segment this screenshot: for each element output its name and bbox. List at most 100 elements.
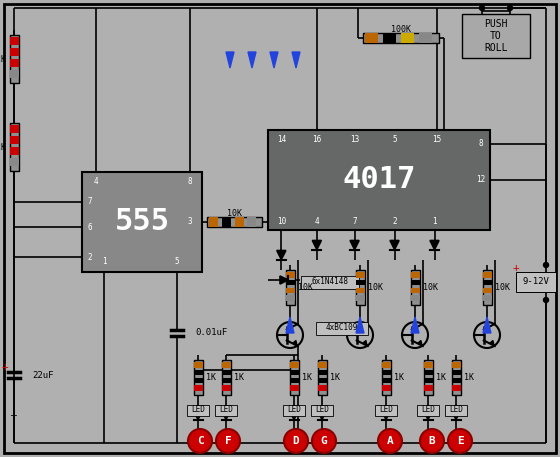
FancyBboxPatch shape <box>290 362 298 367</box>
Polygon shape <box>381 410 390 420</box>
Text: A: A <box>386 436 393 446</box>
FancyBboxPatch shape <box>235 217 244 227</box>
FancyBboxPatch shape <box>423 370 432 375</box>
FancyBboxPatch shape <box>268 130 490 230</box>
Text: 10K: 10K <box>298 283 313 292</box>
Text: E: E <box>456 436 463 446</box>
Text: LED: LED <box>315 405 329 414</box>
Text: 8: 8 <box>479 139 483 149</box>
Polygon shape <box>280 276 288 284</box>
Text: LED: LED <box>191 405 205 414</box>
Polygon shape <box>226 52 234 68</box>
FancyBboxPatch shape <box>10 35 18 83</box>
FancyBboxPatch shape <box>417 404 439 415</box>
FancyBboxPatch shape <box>286 280 295 285</box>
FancyBboxPatch shape <box>318 385 326 391</box>
FancyBboxPatch shape <box>381 377 390 383</box>
FancyBboxPatch shape <box>286 287 295 293</box>
FancyBboxPatch shape <box>290 370 298 375</box>
FancyBboxPatch shape <box>286 272 295 277</box>
FancyBboxPatch shape <box>375 404 397 415</box>
FancyBboxPatch shape <box>365 33 378 43</box>
FancyBboxPatch shape <box>410 270 419 305</box>
Text: 3: 3 <box>188 218 192 227</box>
FancyBboxPatch shape <box>290 377 298 383</box>
FancyBboxPatch shape <box>283 404 305 415</box>
FancyBboxPatch shape <box>483 270 492 305</box>
Polygon shape <box>451 410 460 420</box>
FancyBboxPatch shape <box>410 287 419 293</box>
Polygon shape <box>270 52 278 68</box>
FancyBboxPatch shape <box>401 33 414 43</box>
Text: 2.2K: 2.2K <box>0 143 6 152</box>
Polygon shape <box>356 317 364 333</box>
Text: 8: 8 <box>188 177 192 186</box>
Circle shape <box>448 429 472 453</box>
Text: 1K: 1K <box>394 373 404 382</box>
FancyBboxPatch shape <box>363 33 439 43</box>
FancyBboxPatch shape <box>248 217 256 227</box>
Text: B: B <box>428 436 435 446</box>
FancyBboxPatch shape <box>215 404 237 415</box>
Text: 1K: 1K <box>330 373 340 382</box>
Text: 100K: 100K <box>391 25 411 33</box>
Polygon shape <box>483 317 491 333</box>
Text: LED: LED <box>287 405 301 414</box>
FancyBboxPatch shape <box>419 33 432 43</box>
FancyBboxPatch shape <box>4 4 556 453</box>
Text: 10K: 10K <box>423 283 438 292</box>
Text: 5: 5 <box>175 257 179 266</box>
Polygon shape <box>312 240 321 250</box>
Text: LED: LED <box>219 405 233 414</box>
FancyBboxPatch shape <box>10 123 18 171</box>
FancyBboxPatch shape <box>301 276 359 288</box>
FancyBboxPatch shape <box>311 404 333 415</box>
Circle shape <box>544 262 548 267</box>
Text: 10K: 10K <box>368 283 383 292</box>
Text: LED: LED <box>379 405 393 414</box>
Circle shape <box>188 429 212 453</box>
FancyBboxPatch shape <box>483 272 492 277</box>
FancyBboxPatch shape <box>194 360 203 395</box>
FancyBboxPatch shape <box>10 59 18 67</box>
Circle shape <box>479 5 484 11</box>
FancyBboxPatch shape <box>516 272 556 292</box>
Text: G: G <box>321 436 328 446</box>
FancyBboxPatch shape <box>423 385 432 391</box>
Text: F: F <box>225 436 231 446</box>
FancyBboxPatch shape <box>316 322 368 335</box>
Text: 22uF: 22uF <box>32 371 54 379</box>
Circle shape <box>347 322 373 348</box>
Text: +: + <box>2 362 8 372</box>
FancyBboxPatch shape <box>381 385 390 391</box>
FancyBboxPatch shape <box>10 158 18 166</box>
Text: 10: 10 <box>277 217 286 225</box>
Text: 4: 4 <box>94 177 99 186</box>
FancyBboxPatch shape <box>207 217 262 227</box>
Circle shape <box>544 298 548 303</box>
FancyBboxPatch shape <box>356 270 365 305</box>
FancyBboxPatch shape <box>451 360 460 395</box>
Text: PUSH
TO
ROLL: PUSH TO ROLL <box>484 19 508 53</box>
Polygon shape <box>194 410 203 420</box>
Text: 7: 7 <box>88 197 92 207</box>
Text: 14: 14 <box>277 134 286 143</box>
FancyBboxPatch shape <box>356 287 365 293</box>
Polygon shape <box>277 250 286 260</box>
Text: 7: 7 <box>352 217 357 225</box>
FancyBboxPatch shape <box>290 385 298 391</box>
Text: C: C <box>197 436 203 446</box>
Polygon shape <box>286 317 294 333</box>
FancyBboxPatch shape <box>187 404 209 415</box>
Text: 1K: 1K <box>234 373 244 382</box>
FancyBboxPatch shape <box>318 360 326 395</box>
FancyBboxPatch shape <box>222 362 231 367</box>
FancyBboxPatch shape <box>82 172 202 272</box>
FancyBboxPatch shape <box>451 377 460 383</box>
Polygon shape <box>318 410 326 420</box>
Text: 1: 1 <box>432 217 437 225</box>
Text: D: D <box>293 436 300 446</box>
Text: 1K: 1K <box>206 373 216 382</box>
FancyBboxPatch shape <box>222 370 231 375</box>
Circle shape <box>216 429 240 453</box>
